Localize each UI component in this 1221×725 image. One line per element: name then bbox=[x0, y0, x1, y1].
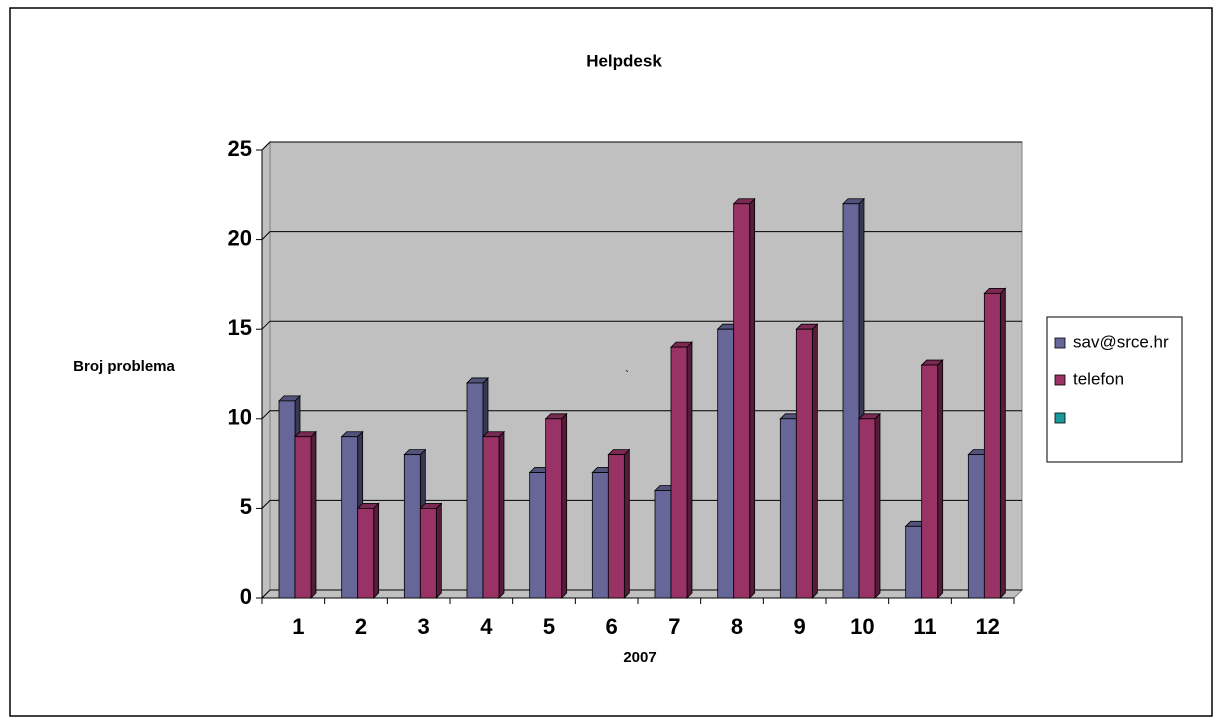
x-tick-label: 4 bbox=[480, 614, 493, 639]
x-tick-label: 5 bbox=[543, 614, 555, 639]
grid-line bbox=[261, 499, 1022, 509]
side-wall bbox=[261, 140, 271, 600]
bar bbox=[529, 472, 547, 599]
x-tick-label: 7 bbox=[668, 614, 680, 639]
bar bbox=[341, 436, 359, 599]
bar bbox=[545, 418, 563, 599]
legend-swatch bbox=[1054, 412, 1066, 424]
x-tick-label: 6 bbox=[606, 614, 618, 639]
bar bbox=[717, 328, 735, 599]
bar bbox=[294, 436, 312, 599]
bar-side bbox=[561, 412, 568, 599]
x-tick-label: 1 bbox=[292, 614, 304, 639]
bar bbox=[779, 418, 797, 599]
y-tick-label: 10 bbox=[228, 405, 252, 430]
y-tick-label: 15 bbox=[228, 315, 252, 340]
x-tick-label: 12 bbox=[975, 614, 999, 639]
bar bbox=[403, 454, 421, 599]
bar-side bbox=[373, 502, 380, 599]
bar bbox=[419, 507, 437, 599]
x-tick-label: 8 bbox=[731, 614, 743, 639]
bar-side bbox=[623, 448, 630, 599]
x-tick-label: 11 bbox=[913, 614, 936, 639]
bar-side bbox=[874, 412, 881, 599]
bar-side bbox=[811, 323, 818, 599]
bar bbox=[733, 203, 751, 599]
chart-title: Helpdesk bbox=[586, 51, 662, 70]
legend-box bbox=[1046, 316, 1183, 463]
legend-label: sav@srce.hr bbox=[1073, 332, 1169, 351]
grid-line bbox=[261, 589, 1022, 599]
grid-line bbox=[261, 410, 1022, 420]
x-tick-label: 2 bbox=[355, 614, 367, 639]
y-tick-label: 5 bbox=[240, 494, 252, 519]
bar bbox=[795, 328, 813, 599]
x-tick-label: 10 bbox=[850, 614, 874, 639]
legend-label: telefon bbox=[1073, 369, 1124, 388]
bar bbox=[278, 400, 296, 599]
legend-swatch bbox=[1054, 374, 1066, 386]
y-tick-label: 25 bbox=[228, 136, 252, 161]
bar bbox=[921, 364, 939, 599]
bar bbox=[607, 454, 625, 599]
x-tick-label: 3 bbox=[418, 614, 430, 639]
bar-side bbox=[435, 502, 442, 599]
x-axis-label: 2007 bbox=[623, 649, 656, 666]
y-tick-label: 0 bbox=[240, 584, 252, 609]
grid-line bbox=[261, 320, 1022, 330]
bar bbox=[983, 292, 1001, 599]
bar-side bbox=[310, 430, 317, 599]
bar-side bbox=[749, 197, 756, 599]
bar bbox=[654, 490, 672, 599]
bar bbox=[357, 507, 375, 599]
bar bbox=[905, 525, 923, 599]
annotation: ` bbox=[625, 368, 629, 382]
x-tick-label: 9 bbox=[794, 614, 806, 639]
bar bbox=[482, 436, 500, 599]
bar bbox=[842, 203, 860, 599]
bar bbox=[967, 454, 985, 599]
bar bbox=[591, 472, 609, 599]
legend bbox=[1046, 316, 1183, 463]
bar-side bbox=[999, 287, 1006, 599]
bar-side bbox=[937, 359, 944, 599]
y-tick-label: 20 bbox=[228, 225, 252, 250]
legend-swatch bbox=[1054, 337, 1066, 349]
y-axis-label: Broj problema bbox=[73, 358, 175, 375]
bar bbox=[466, 382, 484, 599]
bar-side bbox=[498, 430, 505, 599]
bar bbox=[858, 418, 876, 599]
grid-line bbox=[261, 141, 1022, 151]
bar bbox=[670, 346, 688, 599]
bar-side bbox=[686, 341, 693, 599]
grid-line bbox=[261, 231, 1022, 240]
